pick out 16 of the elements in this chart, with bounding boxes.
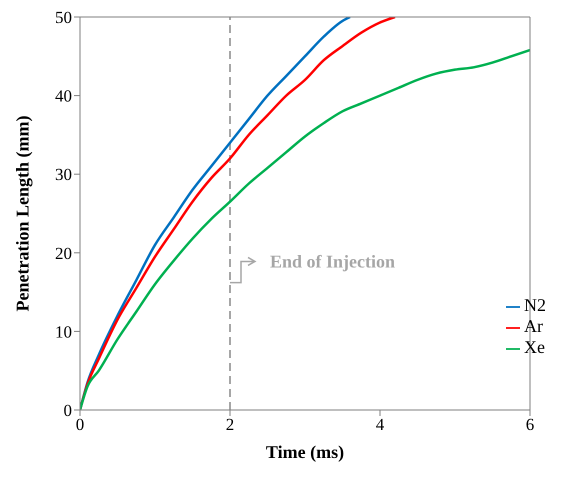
x-axis-title: Time (ms) bbox=[266, 442, 344, 462]
x-tick-label: 4 bbox=[376, 415, 385, 434]
legend-label: N2 bbox=[524, 295, 546, 315]
y-axis-title: Penetration Length (mm) bbox=[12, 116, 32, 312]
x-tick-label: 2 bbox=[226, 415, 234, 434]
legend-label: Xe bbox=[524, 337, 545, 357]
y-tick-label: 20 bbox=[55, 244, 72, 263]
x-tick-label: 6 bbox=[526, 415, 534, 434]
y-tick-label: 0 bbox=[64, 401, 72, 420]
y-tick-label: 50 bbox=[55, 8, 72, 28]
y-tick-label: 40 bbox=[55, 86, 72, 106]
x-tick-label: 0 bbox=[76, 415, 84, 434]
y-tick-label: 30 bbox=[55, 165, 72, 184]
y-tick-label: 10 bbox=[55, 322, 72, 342]
legend-label: Ar bbox=[524, 316, 543, 336]
ref-line-label: End of Injection bbox=[270, 251, 396, 272]
